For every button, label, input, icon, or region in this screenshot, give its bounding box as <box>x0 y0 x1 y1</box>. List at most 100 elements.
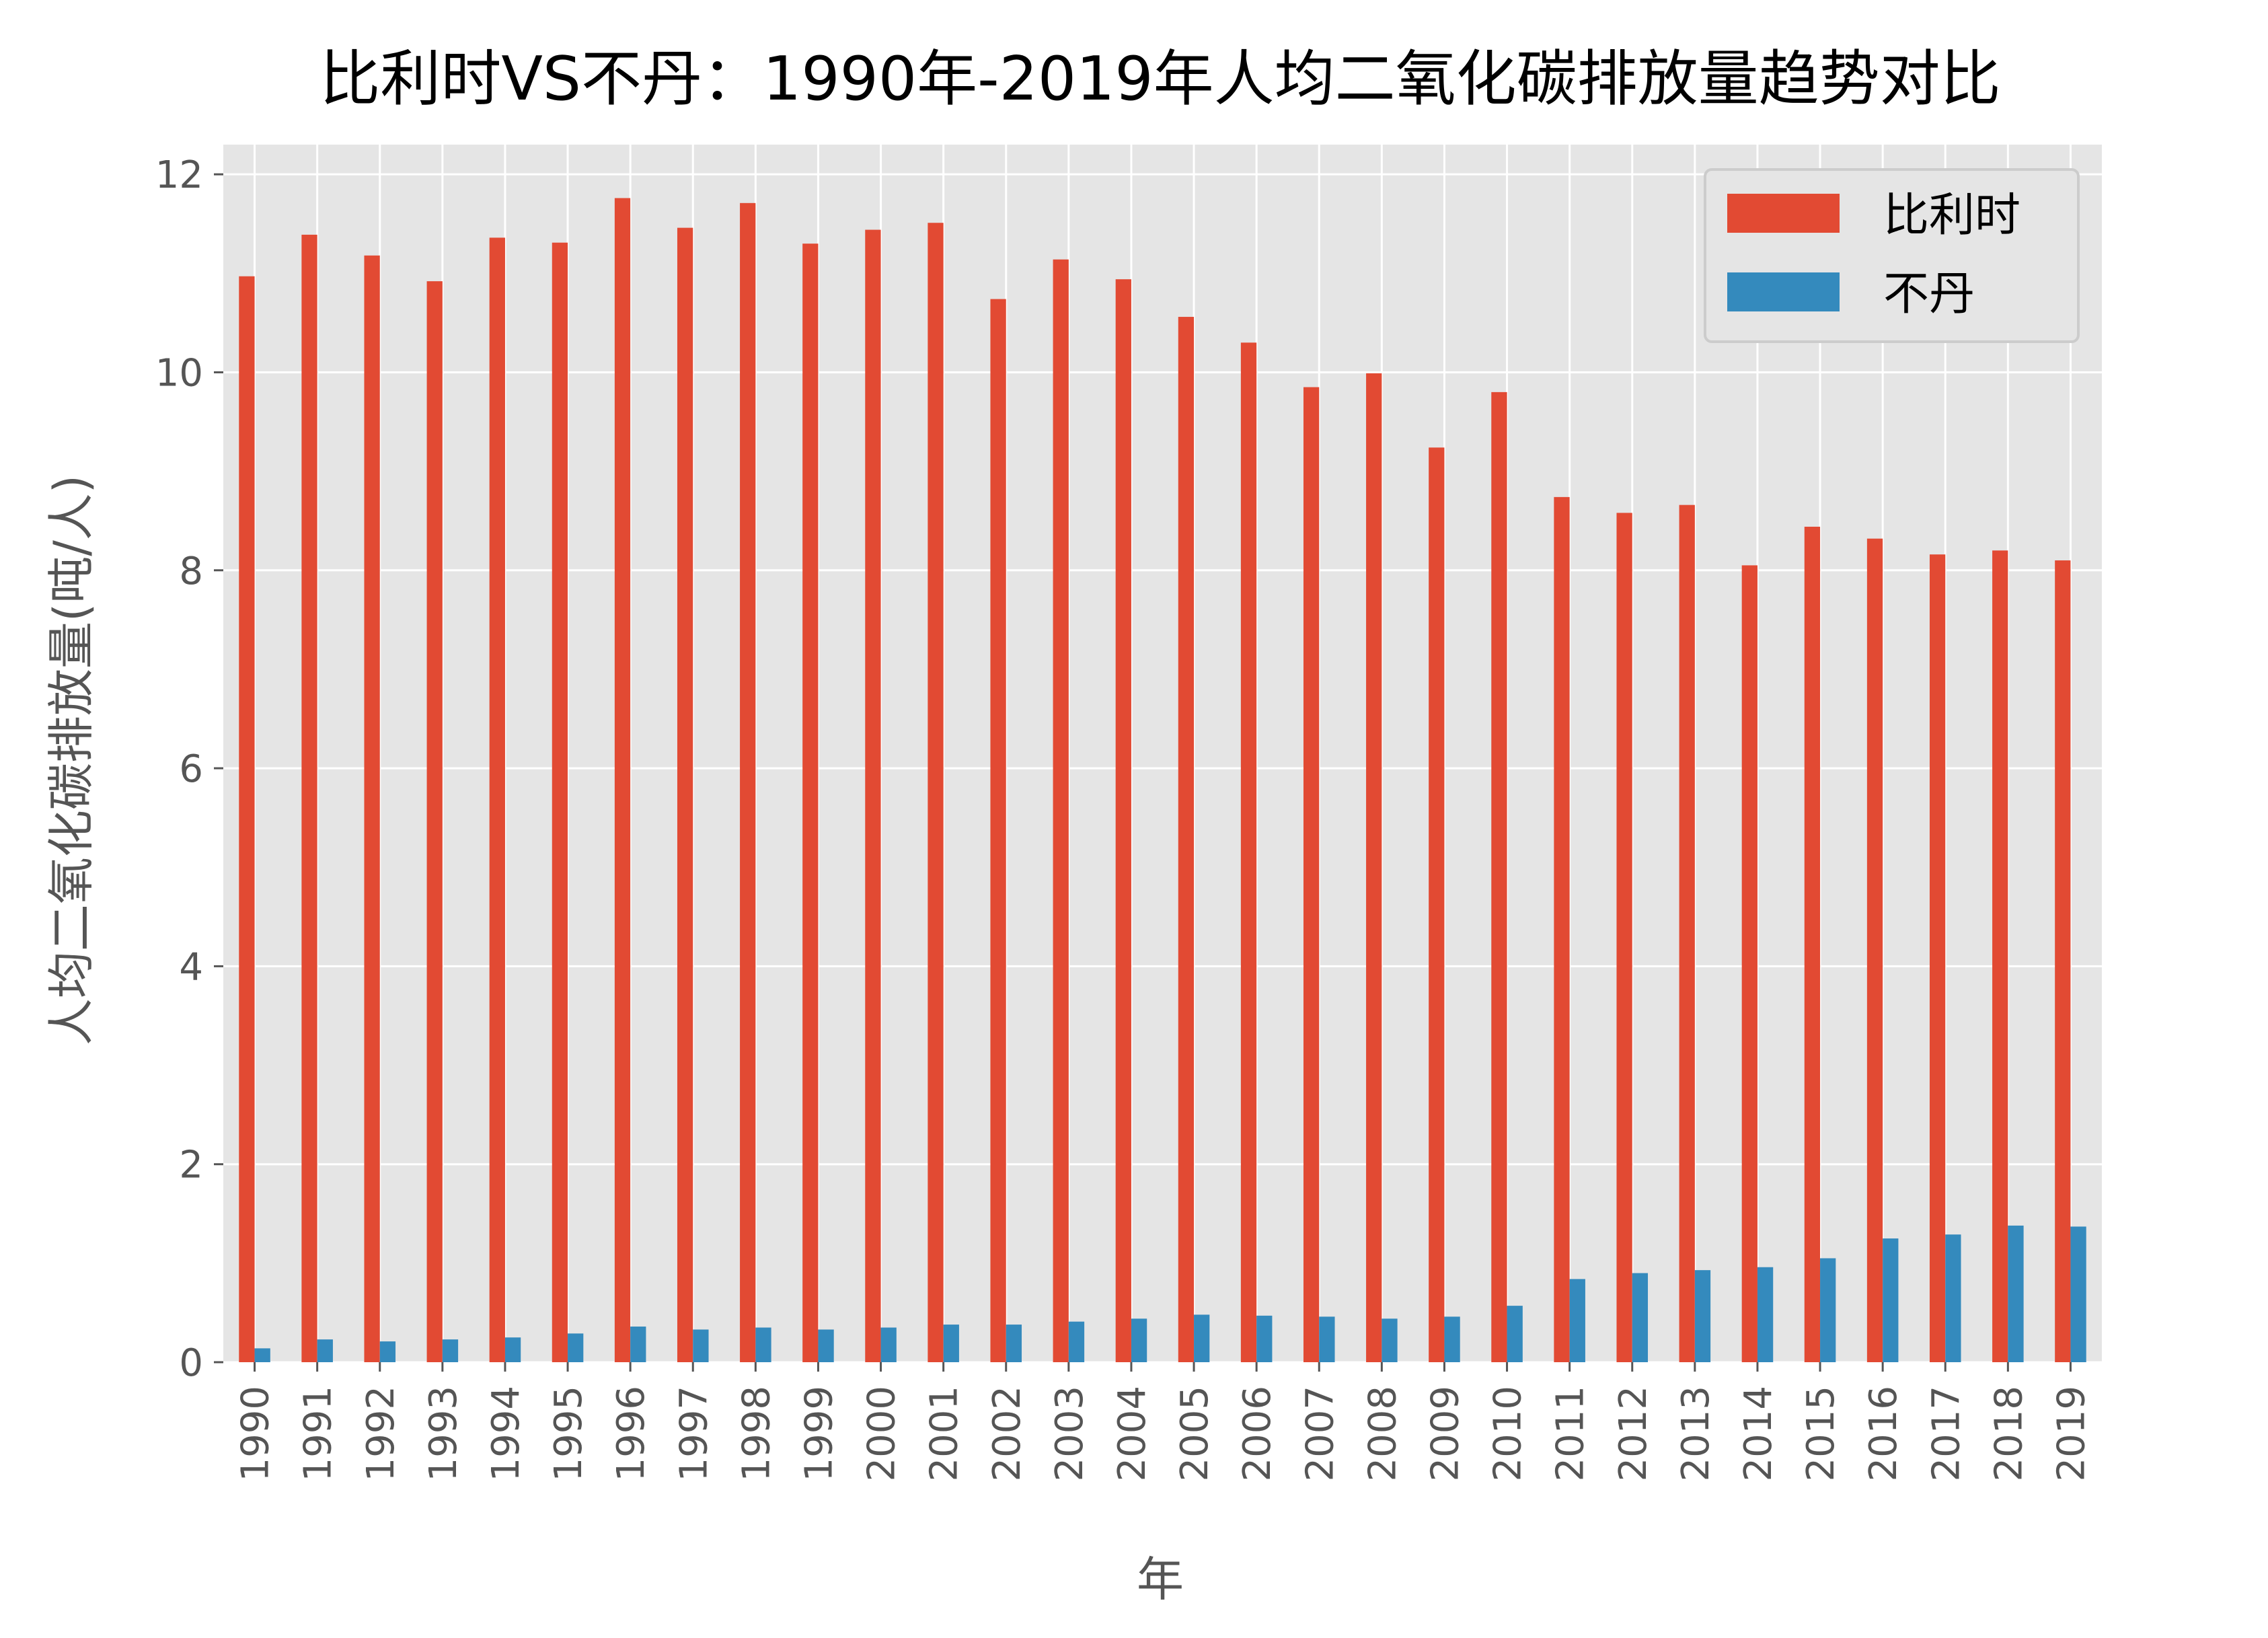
x-tick-label: 1997 <box>672 1386 716 1482</box>
x-tick-label: 2006 <box>1236 1386 1279 1482</box>
x-tick-label: 2012 <box>1612 1386 1655 1482</box>
bar-belgium <box>1679 505 1695 1362</box>
x-tick-label: 2014 <box>1737 1386 1780 1482</box>
bar-belgium <box>1366 373 1382 1363</box>
x-tick-label: 1994 <box>484 1386 528 1482</box>
x-tick-label: 2009 <box>1423 1386 1467 1482</box>
x-axis: 1990 1991 1992 1993 1994 1995 1996 1997 1998 1999… <box>234 1362 2093 1482</box>
x-tick-label: 1995 <box>547 1386 591 1482</box>
x-tick-label: 1990 <box>234 1386 278 1482</box>
x-tick-label: 1999 <box>797 1386 841 1482</box>
bar-belgium <box>802 244 819 1362</box>
bar-bhutan <box>1194 1314 1210 1362</box>
legend-swatch-bhutan <box>1727 272 1840 311</box>
x-tick-label: 1998 <box>734 1386 778 1482</box>
bar-belgium <box>740 202 756 1362</box>
y-tick-label: 4 <box>179 945 203 989</box>
bar-belgium <box>552 242 568 1363</box>
y-axis: 0 2 4 6 8 10 12 <box>155 153 223 1385</box>
bar-belgium <box>1178 317 1195 1362</box>
bar-bhutan <box>1883 1238 1899 1362</box>
legend-label-bhutan: 不丹 <box>1883 268 1975 321</box>
bar-bhutan <box>1256 1315 1273 1362</box>
bar-bhutan <box>379 1341 396 1362</box>
bar-bhutan <box>1131 1318 1147 1362</box>
x-tick-label: 2008 <box>1361 1386 1404 1482</box>
x-axis-label: 年 <box>1137 1552 1184 1607</box>
bar-bhutan <box>693 1329 709 1362</box>
x-tick-label: 2013 <box>1674 1386 1718 1482</box>
bar-belgium <box>1804 527 1821 1362</box>
legend-label-belgium: 比利时 <box>1883 189 2020 242</box>
x-tick-label: 1996 <box>609 1386 653 1482</box>
bar-belgium <box>1741 565 1757 1362</box>
x-tick-label: 1992 <box>359 1386 403 1482</box>
x-tick-label: 2010 <box>1486 1386 1530 1482</box>
bar-bhutan <box>1319 1316 1335 1362</box>
x-tick-label: 2011 <box>1549 1386 1593 1482</box>
bar-belgium <box>1053 259 1069 1362</box>
bar-bhutan <box>1945 1234 1961 1362</box>
bar-bhutan <box>630 1327 646 1362</box>
bar-belgium <box>614 198 631 1363</box>
x-tick-label: 1991 <box>297 1386 340 1482</box>
bar-bhutan <box>568 1333 584 1362</box>
bar-bhutan <box>1757 1267 1774 1362</box>
bar-bhutan <box>442 1339 459 1362</box>
x-tick-label: 2019 <box>2049 1386 2093 1482</box>
x-tick-label: 2007 <box>1298 1386 1342 1482</box>
bar-bhutan <box>1444 1316 1460 1362</box>
bar-belgium <box>928 223 944 1362</box>
bar-belgium <box>1866 538 1883 1362</box>
legend-swatch-belgium <box>1727 194 1840 233</box>
bar-belgium <box>239 276 255 1362</box>
bar-belgium <box>1929 554 1946 1362</box>
bars <box>239 198 2086 1363</box>
x-tick-label: 2018 <box>1987 1386 2031 1482</box>
bar-bhutan <box>1068 1321 1085 1362</box>
bar-bhutan <box>2070 1226 2086 1362</box>
bar-bhutan <box>2008 1225 2024 1362</box>
bar-bhutan <box>943 1325 959 1362</box>
bar-bhutan <box>1694 1270 1711 1362</box>
x-tick-label: 1993 <box>422 1386 465 1482</box>
bar-bhutan <box>1507 1306 1523 1362</box>
x-tick-label: 2017 <box>1924 1386 1968 1482</box>
x-tick-label: 2002 <box>985 1386 1029 1482</box>
bar-belgium <box>301 234 317 1362</box>
bar-belgium <box>2055 560 2071 1362</box>
y-tick-label: 2 <box>179 1144 203 1187</box>
x-tick-label: 2000 <box>860 1386 904 1482</box>
bar-belgium <box>1616 513 1632 1363</box>
bar-bhutan <box>317 1339 333 1362</box>
y-axis-label: 人均二氧化碳排放量(吨/人) <box>44 475 99 1045</box>
x-tick-label: 2015 <box>1799 1386 1843 1482</box>
y-tick-label: 8 <box>179 550 203 593</box>
bar-bhutan <box>1569 1279 1585 1362</box>
bar-bhutan <box>818 1329 834 1362</box>
bar-belgium <box>1303 387 1320 1362</box>
x-tick-label: 2003 <box>1048 1386 1092 1482</box>
bar-bhutan <box>504 1337 521 1362</box>
bar-belgium <box>1491 392 1507 1362</box>
bar-bhutan <box>1006 1325 1022 1362</box>
x-tick-label: 2016 <box>1862 1386 1905 1482</box>
bar-bhutan <box>254 1348 270 1362</box>
chart-title: 比利时VS不丹：1990年-2019年人均二氧化碳排放量趋势对比 <box>319 44 2000 114</box>
bar-belgium <box>990 299 1006 1362</box>
bar-belgium <box>489 237 505 1362</box>
bar-bhutan <box>1632 1273 1649 1362</box>
plot-area <box>223 145 2102 1362</box>
bar-belgium <box>865 229 881 1362</box>
bar-belgium <box>1554 496 1570 1363</box>
legend: 比利时 不丹 <box>1704 168 2080 343</box>
bar-belgium <box>426 281 443 1362</box>
bar-bhutan <box>880 1327 897 1362</box>
bar-bhutan <box>755 1327 771 1362</box>
x-tick-label: 2005 <box>1173 1386 1217 1482</box>
x-tick-label: 2001 <box>923 1386 967 1482</box>
bar-bhutan <box>1820 1258 1836 1362</box>
y-tick-label: 12 <box>155 153 203 197</box>
